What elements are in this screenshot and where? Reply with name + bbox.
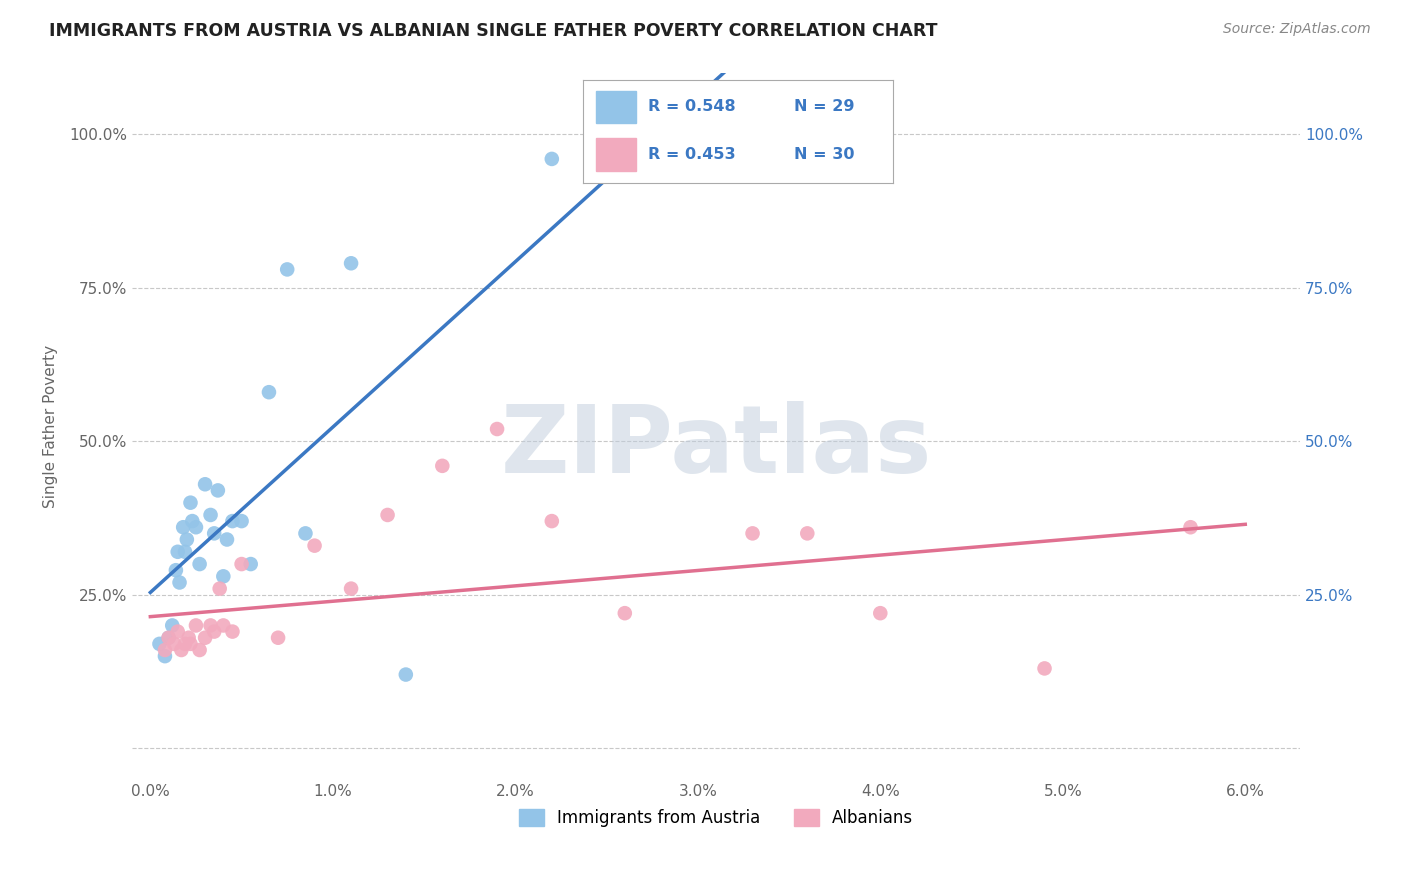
Point xyxy=(172,520,194,534)
Point xyxy=(257,385,280,400)
Point xyxy=(200,508,222,522)
Point xyxy=(221,624,243,639)
Point xyxy=(613,606,636,620)
Point xyxy=(741,526,763,541)
Text: R = 0.548: R = 0.548 xyxy=(648,99,737,114)
Point xyxy=(177,631,200,645)
Text: N = 30: N = 30 xyxy=(794,146,855,161)
Point xyxy=(194,477,217,491)
Point xyxy=(267,631,290,645)
Point xyxy=(796,526,818,541)
Text: IMMIGRANTS FROM AUSTRIA VS ALBANIAN SINGLE FATHER POVERTY CORRELATION CHART: IMMIGRANTS FROM AUSTRIA VS ALBANIAN SING… xyxy=(49,22,938,40)
Point xyxy=(184,520,207,534)
Point xyxy=(304,539,326,553)
Point xyxy=(212,569,235,583)
Point xyxy=(153,643,176,657)
Point xyxy=(166,545,188,559)
Point xyxy=(188,643,211,657)
Point xyxy=(540,514,562,528)
Point xyxy=(181,514,204,528)
Point xyxy=(276,262,298,277)
Point xyxy=(179,637,201,651)
Point xyxy=(166,624,188,639)
Y-axis label: Single Father Poverty: Single Father Poverty xyxy=(44,344,58,508)
Point xyxy=(148,637,170,651)
Point xyxy=(194,631,217,645)
Point xyxy=(294,526,316,541)
Legend: Immigrants from Austria, Albanians: Immigrants from Austria, Albanians xyxy=(512,803,920,834)
Point xyxy=(174,637,197,651)
Text: N = 29: N = 29 xyxy=(794,99,855,114)
Point xyxy=(1033,661,1056,675)
Point xyxy=(188,557,211,571)
Point xyxy=(157,631,180,645)
Point xyxy=(1180,520,1202,534)
Point xyxy=(377,508,399,522)
Point xyxy=(157,631,180,645)
Point xyxy=(207,483,229,498)
Point xyxy=(163,637,186,651)
Point xyxy=(395,667,418,681)
Text: ZIPatlas: ZIPatlas xyxy=(501,401,932,493)
Point xyxy=(179,496,201,510)
Point xyxy=(208,582,231,596)
Point xyxy=(200,618,222,632)
Point xyxy=(215,533,238,547)
Point xyxy=(170,643,193,657)
Bar xyxy=(596,91,636,123)
Point xyxy=(231,514,253,528)
Point xyxy=(202,526,225,541)
Point xyxy=(169,575,191,590)
Point xyxy=(540,152,562,166)
Point xyxy=(221,514,243,528)
Point xyxy=(486,422,509,436)
Point xyxy=(239,557,262,571)
Point xyxy=(184,618,207,632)
Point xyxy=(869,606,891,620)
Point xyxy=(212,618,235,632)
Point xyxy=(202,624,225,639)
Point xyxy=(165,563,187,577)
Text: R = 0.453: R = 0.453 xyxy=(648,146,737,161)
Point xyxy=(153,649,176,664)
Point xyxy=(174,545,197,559)
Point xyxy=(176,533,198,547)
Text: Source: ZipAtlas.com: Source: ZipAtlas.com xyxy=(1223,22,1371,37)
Point xyxy=(162,618,184,632)
Point xyxy=(340,582,363,596)
Bar xyxy=(596,137,636,170)
Point xyxy=(432,458,454,473)
Point xyxy=(231,557,253,571)
Point xyxy=(340,256,363,270)
